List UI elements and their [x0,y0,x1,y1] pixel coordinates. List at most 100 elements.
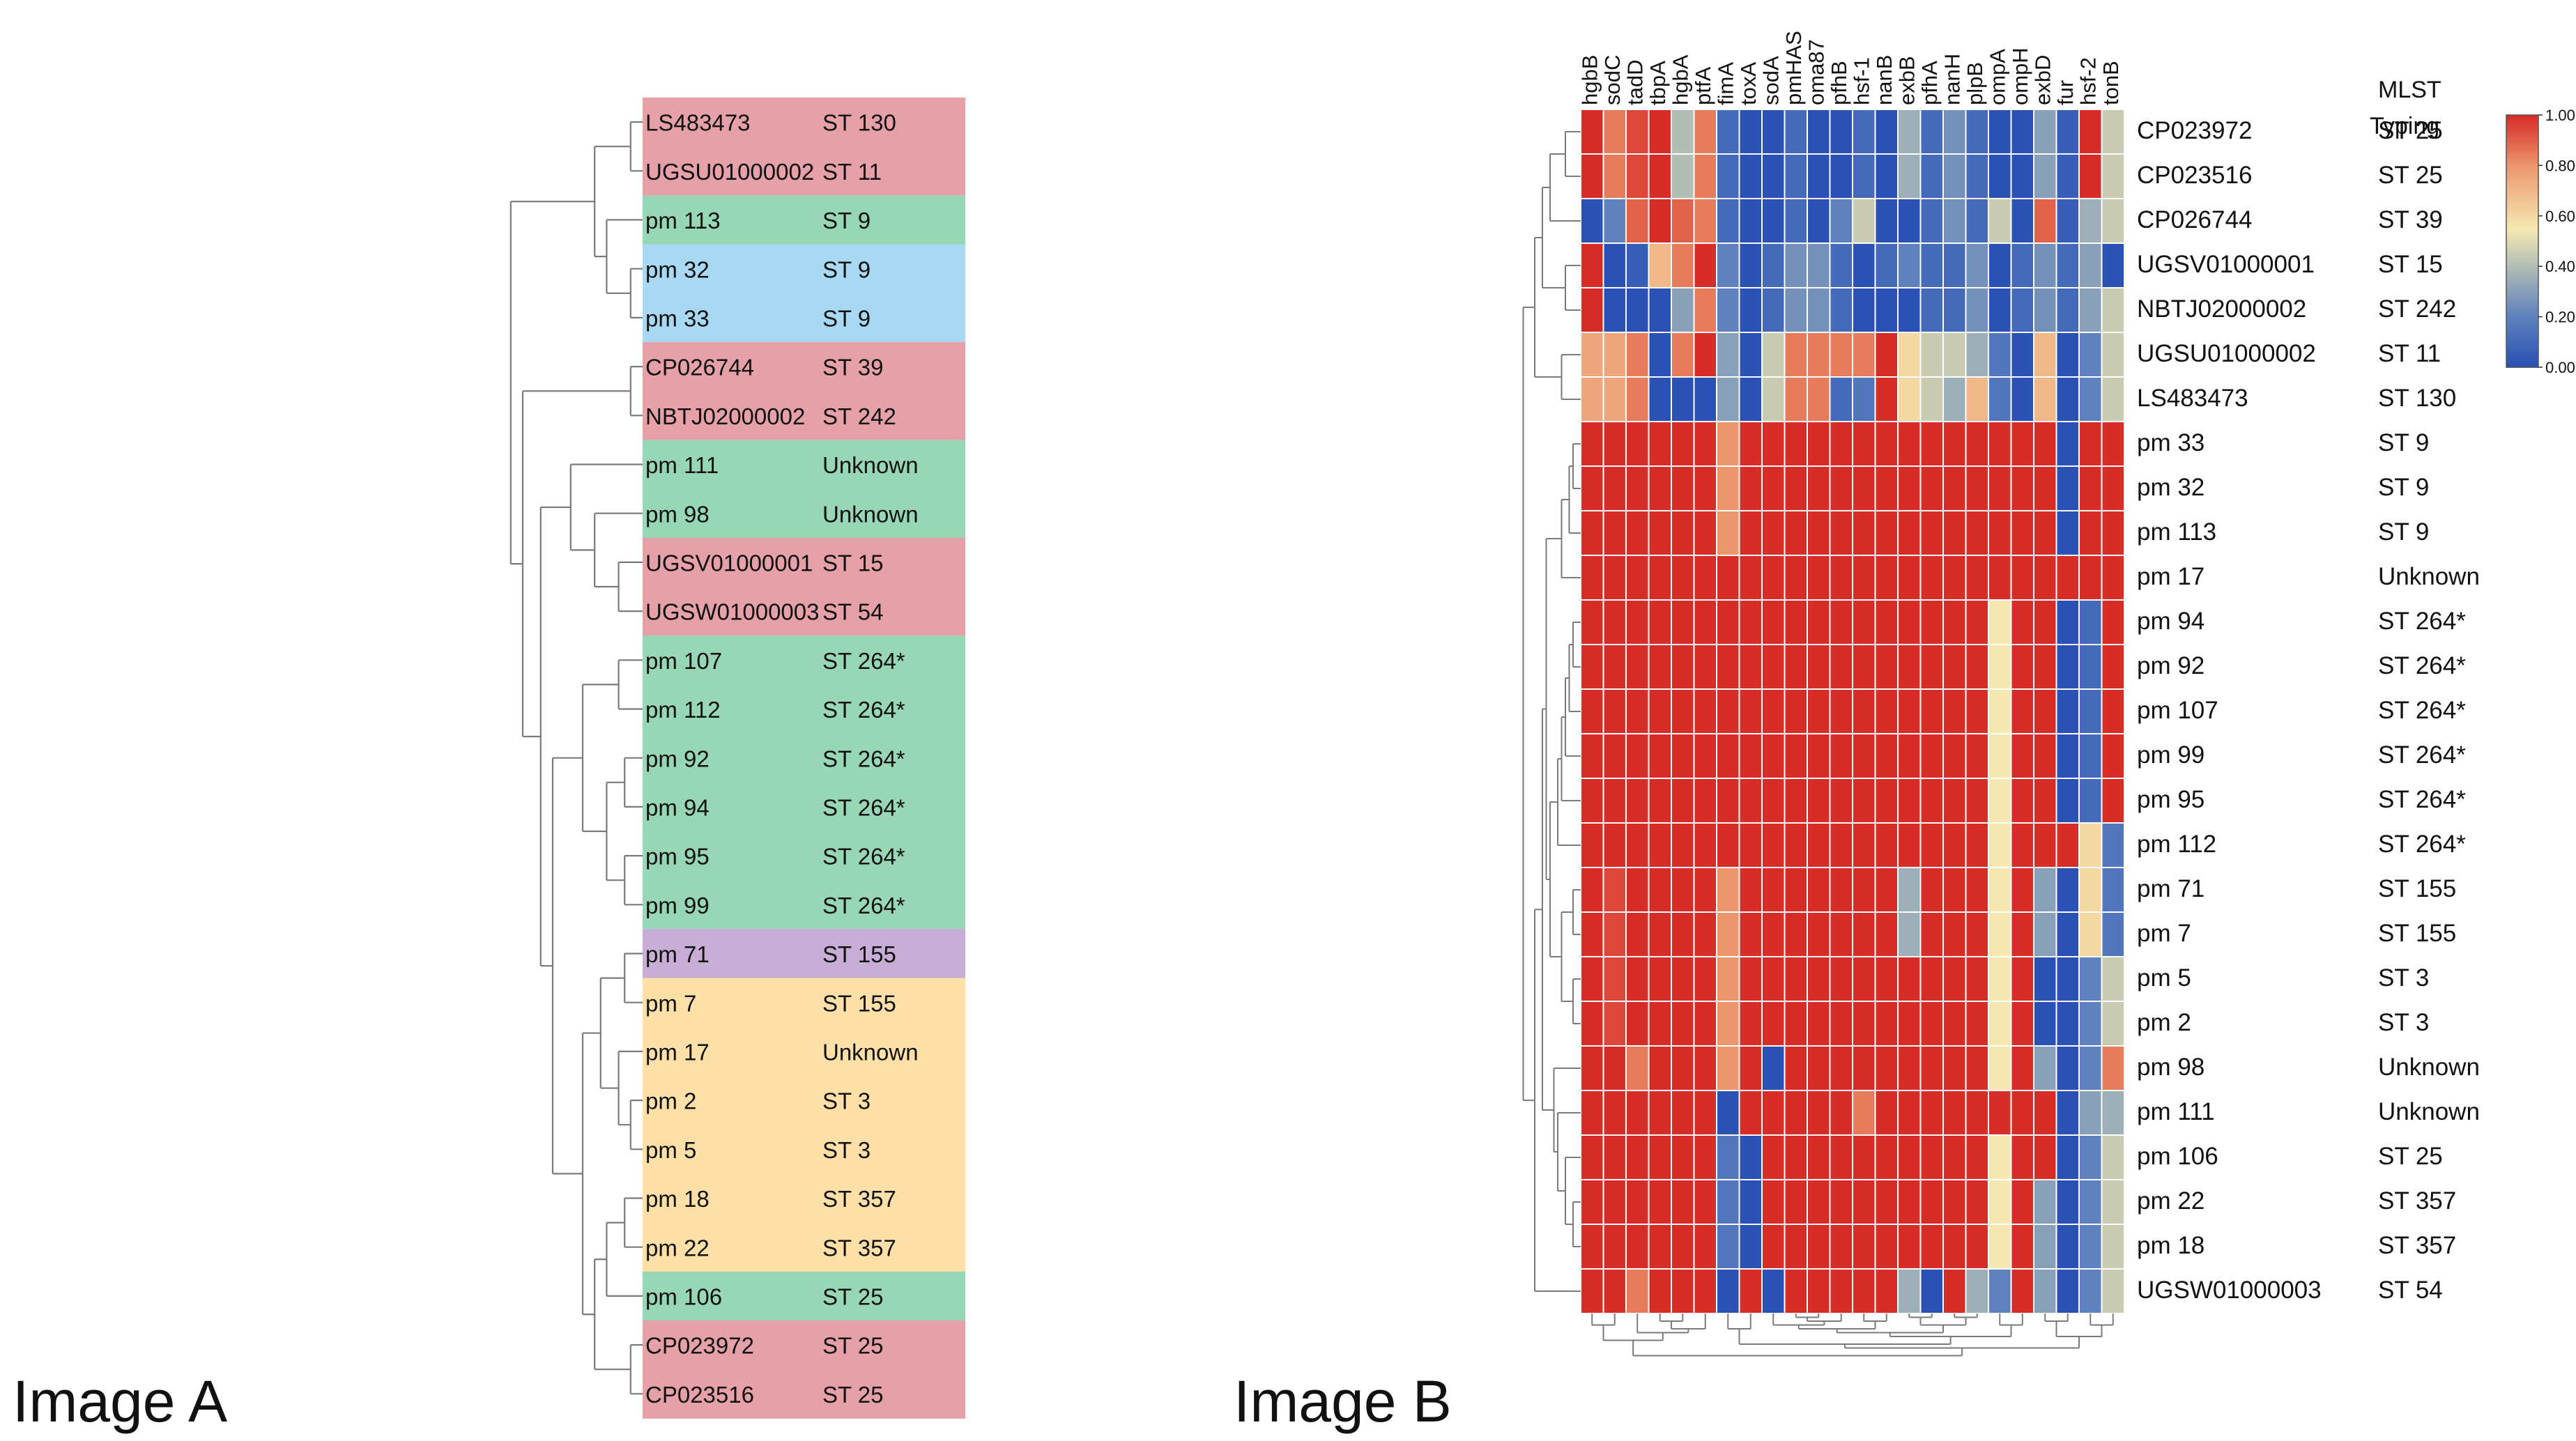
heatmap-cell [1807,867,1831,913]
heatmap-cell [1625,1179,1650,1225]
heatmap-cell [1988,1268,2012,1314]
heatmap-cell [1738,153,1763,199]
heatmap-cell [1784,421,1808,467]
mlst-label: ST 3 [2378,1009,2429,1036]
colorbar-step [2506,241,2538,244]
heatmap-cell [1897,1268,1922,1314]
heatmap-cell [1919,867,1944,913]
table-row-bg [643,1222,965,1272]
table-row-bg [643,978,965,1028]
heatmap-cell [1919,1134,1944,1180]
heatmap-cell [1648,778,1672,824]
heatmap-cell [1919,1224,1944,1270]
heatmap-cell [1625,1224,1650,1270]
colorbar-step [2506,186,2538,190]
mlst-label: ST 357 [2378,1232,2456,1259]
heatmap-cell [1942,1090,1967,1136]
heatmap-cell [1897,1134,1922,1180]
heatmap-cell [2055,153,2080,199]
heatmap-cell [1716,198,1740,244]
heatmap-cell [2078,555,2103,601]
heatmap-cell [2078,1268,2103,1314]
heatmap-cell [1965,332,1989,378]
heatmap-cell [1648,555,1672,601]
isolate-row-label: UGSW01000003 [2137,1277,2322,1304]
table-row-bg [643,782,965,832]
heatmap-cell [1942,198,1967,244]
heatmap-cell [1965,510,1989,556]
heatmap-cell [1942,242,1967,288]
heatmap-cell [1716,1001,1740,1047]
colorbar-step [2506,169,2538,173]
st-label: ST 9 [822,256,871,282]
heatmap-cell [1784,867,1808,913]
colorbar-step [2506,291,2538,295]
colorbar-step [2506,136,2538,139]
heatmap-cell [1602,1090,1627,1136]
isolate-row-label: CP023516 [2137,162,2252,189]
colorbar-step [2506,224,2538,227]
heatmap-cell [1625,421,1650,467]
st-label: Unknown [822,452,919,478]
heatmap-cell [1874,465,1899,511]
heatmap-cell [2101,1045,2125,1091]
heatmap-cell [1874,733,1899,779]
heatmap-cell [1580,242,1604,288]
heatmap-cell [2010,1134,2034,1180]
panel-b-heatmap: hgbBsodCtadDtbpAhgbAptfAfimAtoxAsodApmHA… [1522,31,2575,1357]
heatmap-cell [1580,465,1604,511]
colorbar-step [2506,203,2538,206]
heatmap-cell [1580,1268,1604,1314]
heatmap-cell [1693,153,1717,199]
heatmap-cell [1648,644,1672,690]
heatmap-cell [1965,242,1989,288]
heatmap-cell [1807,555,1831,601]
heatmap-cell [1807,376,1831,422]
heatmap-cell [1852,510,1876,556]
heatmap-cell [1897,332,1922,378]
colorbar-step [2506,115,2538,118]
heatmap-cell [2010,109,2034,155]
heatmap-cell [1693,1224,1717,1270]
heatmap-cell [2101,1134,2125,1180]
heatmap-cell [1897,242,1922,288]
heatmap-cell [1829,911,1853,957]
heatmap-cell [1625,109,1650,155]
heatmap-cell [1738,1090,1763,1136]
colorbar-step [2506,222,2538,225]
heatmap-cell [1580,778,1604,824]
heatmap-cell [1625,599,1650,645]
heatmap-cell [1716,599,1740,645]
isolate-id-label: pm 32 [645,256,710,282]
heatmap-cell [2010,242,2034,288]
heatmap-cell [1784,510,1808,556]
colorbar-step [2506,249,2538,252]
heatmap-cell [1716,1090,1740,1136]
heatmap-cell [1965,644,1989,690]
heatmap-cell [1919,242,1944,288]
heatmap-cell [1897,911,1922,957]
heatmap-cell [1965,153,1989,199]
isolate-row-label: pm 107 [2137,697,2218,724]
heatmap-cell [1852,1268,1876,1314]
isolate-id-label: UGSW01000003 [645,599,819,625]
gene-column-label: ompH [2008,47,2032,105]
gene-column-label: plpB [1963,62,1987,105]
isolate-id-label: CP023972 [645,1333,754,1359]
heatmap-cell [1874,555,1899,601]
heatmap-cell [2033,644,2057,690]
heatmap-cell [1919,421,1944,467]
heatmap-cell [1897,153,1922,199]
heatmap-cell [2078,287,2103,333]
heatmap-cell [1852,911,1876,957]
heatmap-cell [1602,153,1627,199]
isolate-row-label: pm 99 [2137,741,2205,769]
colorbar-step [2506,134,2538,137]
mlst-label: ST 25 [2378,162,2443,189]
colorbar-step [2506,196,2538,200]
colorbar-step [2506,337,2538,341]
heatmap-cell [2078,1179,2103,1225]
heatmap-cell [1648,867,1672,913]
heatmap-cell [1761,778,1786,824]
heatmap-cell [1602,1001,1627,1047]
